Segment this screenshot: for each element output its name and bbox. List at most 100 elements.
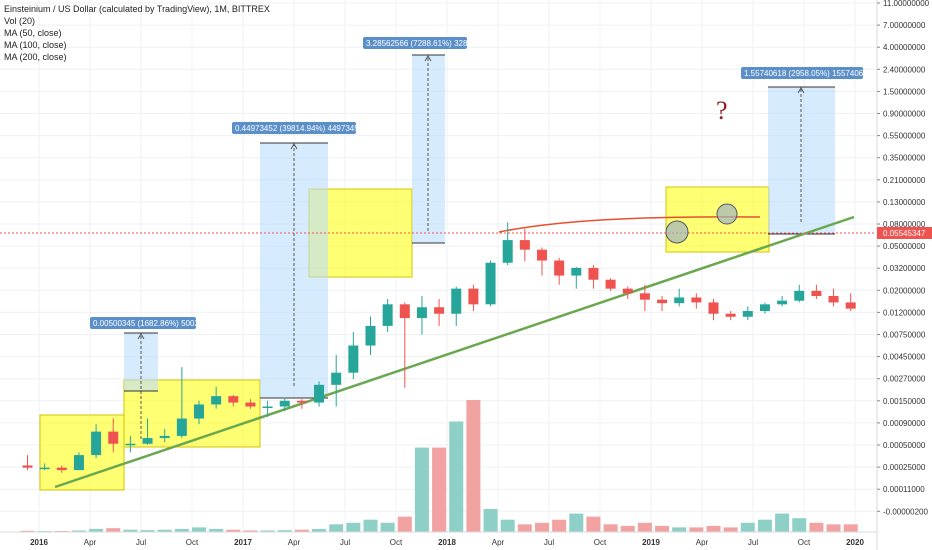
candle-body xyxy=(451,288,462,314)
trendline xyxy=(54,215,855,489)
candle-body xyxy=(365,325,376,346)
y-tick-label: -0.00000200 xyxy=(883,507,928,516)
volume-bar xyxy=(500,519,515,532)
candle-body xyxy=(211,396,222,405)
ma-line xyxy=(498,216,761,233)
volume-bar xyxy=(655,525,670,532)
volume-bar xyxy=(157,529,172,532)
candle-body xyxy=(56,467,67,471)
x-tick-label: 2019 xyxy=(642,538,660,547)
x-tick-label: Apr xyxy=(492,538,505,547)
x-tick-label: 2017 xyxy=(234,538,252,547)
volume-bar xyxy=(603,524,618,532)
volume-bar xyxy=(483,508,498,532)
measure-label-bg xyxy=(363,37,467,49)
volume-bar xyxy=(140,530,155,532)
x-tick-label: 2016 xyxy=(30,538,48,547)
volume-bar xyxy=(637,522,652,532)
candle-body xyxy=(502,240,513,263)
candle-body xyxy=(434,307,445,314)
candle-body xyxy=(194,404,204,419)
legend-vol: Vol (20) xyxy=(4,16,36,26)
candle-body xyxy=(468,288,479,305)
candle-body xyxy=(588,267,599,280)
y-tick-label: 0.55000000 xyxy=(883,132,926,141)
measure-label: 0.44973452 (39814.94%) 44973452 xyxy=(235,124,364,133)
volume-bar xyxy=(723,527,738,532)
x-tick-label: Oct xyxy=(390,538,403,547)
y-tick-label: 0.00270000 xyxy=(883,375,926,384)
measure-arrowhead xyxy=(290,143,298,150)
volume-bar xyxy=(54,530,69,532)
y-tick-label: 0.90000000 xyxy=(883,110,926,119)
volume-bar xyxy=(432,447,447,532)
volume-bar xyxy=(346,522,361,532)
volume-bar xyxy=(277,530,292,532)
candle-body xyxy=(348,345,359,373)
volume-bar xyxy=(569,513,584,532)
x-tick-label: Oct xyxy=(186,538,199,547)
legend-ma-50: MA (50, close) xyxy=(4,28,62,38)
volume-bar xyxy=(517,524,532,532)
y-tick-label: 0.00011000 xyxy=(883,485,925,494)
volume-bar xyxy=(672,527,687,532)
candle-body xyxy=(674,297,685,304)
y-tick-label: 0.08000000 xyxy=(883,220,926,229)
x-tick-label: Oct xyxy=(594,538,607,547)
x-tick-label: Oct xyxy=(798,538,811,547)
candle-body xyxy=(725,313,736,317)
x-tick-label: Jul xyxy=(748,538,758,547)
volume-bar xyxy=(329,524,344,532)
measure-label: 3.28562566 (7288.61%) 328562566 xyxy=(366,39,495,48)
candle-body xyxy=(22,465,33,468)
candle-body xyxy=(742,311,753,317)
candle-body xyxy=(777,300,788,305)
volume-bar xyxy=(174,528,189,532)
candle-body xyxy=(399,304,410,319)
y-tick-label: 0.13000000 xyxy=(883,198,926,207)
volume-bar xyxy=(312,528,327,532)
y-tick-label: 0.00150000 xyxy=(883,397,926,406)
candle-body xyxy=(537,249,547,261)
candle-body xyxy=(657,299,668,304)
y-tick-label: 0.35000000 xyxy=(883,154,926,163)
volume-bar xyxy=(740,522,755,532)
volume-bar xyxy=(123,529,138,532)
volume-bar xyxy=(535,522,549,532)
measure-label: 0.00500345 (1682.86%) 500345 xyxy=(93,319,208,328)
candle-body xyxy=(228,396,239,403)
candle-body xyxy=(296,400,307,403)
candle-body xyxy=(691,297,702,303)
volume-bar xyxy=(294,529,309,532)
y-tick-label: 0.00025000 xyxy=(883,463,926,472)
candle-body xyxy=(708,302,719,314)
volume-bar xyxy=(260,530,275,532)
legend-ma-200: MA (200, close) xyxy=(4,52,67,62)
y-tick-label: 0.01200000 xyxy=(883,308,926,317)
volume-bar xyxy=(89,528,104,532)
x-tick-label: Apr xyxy=(84,538,97,547)
candle-body xyxy=(279,400,290,407)
y-tick-label: 11.00000000 xyxy=(883,0,930,8)
candle-body xyxy=(245,402,256,407)
volume-bar xyxy=(226,529,241,532)
volume-bar xyxy=(775,513,790,532)
candle-body xyxy=(262,406,273,409)
volume-bar xyxy=(71,530,86,532)
volume-bar xyxy=(586,516,601,532)
measure-arrowhead xyxy=(137,333,145,340)
candle-body xyxy=(108,431,119,444)
circle-annotation xyxy=(665,220,689,244)
candle-body xyxy=(159,435,170,439)
candle-body xyxy=(571,267,582,276)
candle-body xyxy=(142,438,153,444)
x-tick-label: Jul xyxy=(544,538,554,547)
volume-bar xyxy=(20,530,35,532)
question-mark-annotation: ? xyxy=(716,96,728,125)
volume-bar xyxy=(449,421,464,532)
volume-bar xyxy=(243,530,258,532)
y-tick-label: 0.00090000 xyxy=(883,419,926,428)
volume-bar xyxy=(757,519,772,532)
y-tick-label: 0.00050000 xyxy=(883,441,926,450)
